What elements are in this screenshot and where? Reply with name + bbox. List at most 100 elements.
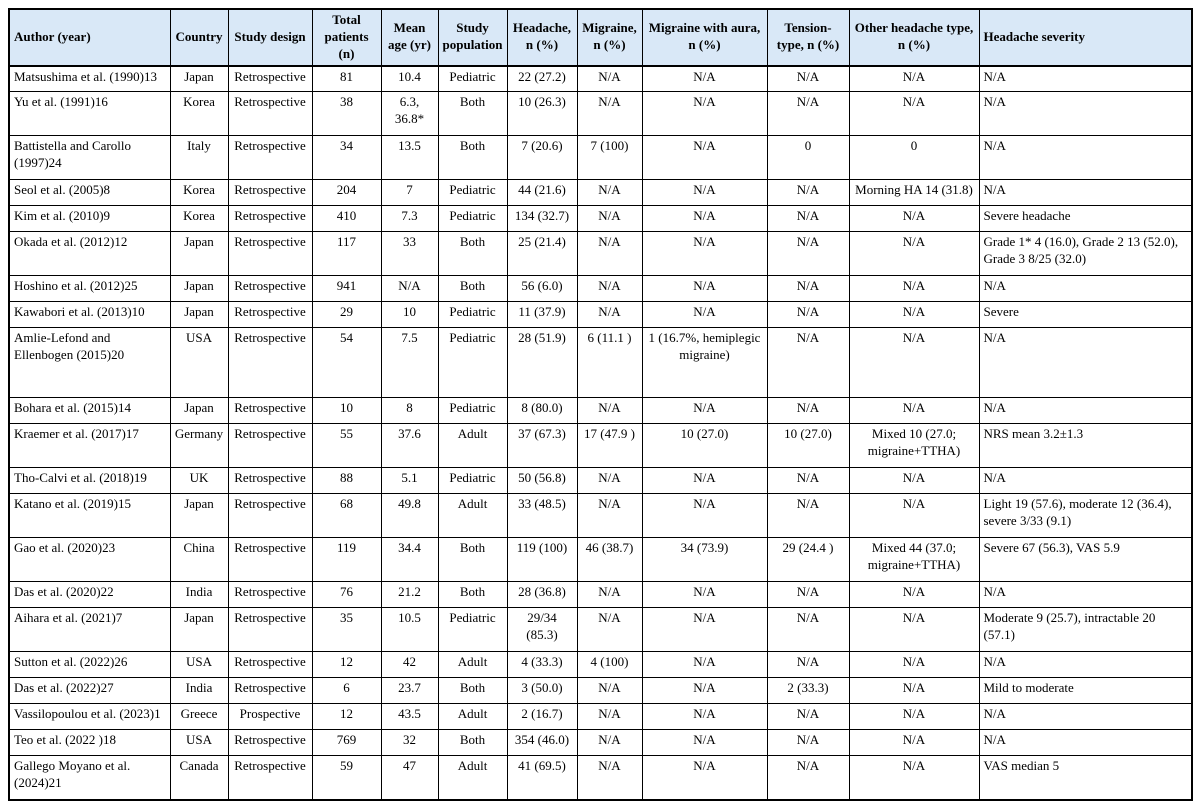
table-cell: Retrospective (227, 397, 313, 425)
table-cell: Both (437, 581, 508, 609)
table-cell: Japan (169, 397, 229, 425)
table-cell: Retrospective (227, 651, 313, 679)
table-cell: Canada (169, 755, 229, 801)
table-cell: N/A (978, 703, 1193, 731)
table-row: Hoshino et al. (2012)25 Japan Retrospectiv… (8, 275, 1193, 303)
table-cell: Matsushima et al. (1990)13 (8, 65, 171, 93)
table-cell: N/A (576, 703, 643, 731)
table-cell: N/A (766, 651, 850, 679)
table-cell: Retrospective (227, 537, 313, 583)
table-cell: N/A (848, 205, 980, 233)
table-cell: N/A (766, 327, 850, 399)
table-cell: N/A (641, 301, 768, 329)
table-cell: Korea (169, 91, 229, 137)
table-cell: N/A (576, 275, 643, 303)
table-cell: 10.4 (380, 65, 439, 93)
table-cell: Severe headache (978, 205, 1193, 233)
table-cell: Bohara et al. (2015)14 (8, 397, 171, 425)
table-row: Amlie-Lefond and Ellenbogen (2015)20 USA R… (8, 327, 1193, 399)
table-cell: Vassilopoulou et al. (2023)1 (8, 703, 171, 731)
table-cell: N/A (978, 327, 1193, 399)
table-cell: Retrospective (227, 327, 313, 399)
table-cell: 117 (311, 231, 382, 277)
table-cell: Kawabori et al. (2013)10 (8, 301, 171, 329)
table-cell: 68 (311, 493, 382, 539)
table-cell: Adult (437, 493, 508, 539)
table-row: Kraemer et al. (2017)17 Germany Retrospect… (8, 423, 1193, 469)
table-cell: Both (437, 275, 508, 303)
table-cell: N/A (576, 607, 643, 653)
table-cell: 10 (311, 397, 382, 425)
table-cell: Korea (169, 179, 229, 207)
table-cell: Adult (437, 755, 508, 801)
table-cell: 46 (38.7) (576, 537, 643, 583)
table-cell: N/A (576, 493, 643, 539)
table-cell: N/A (380, 275, 439, 303)
table-cell: Pediatric (437, 397, 508, 425)
column-header: Other headache type, n (%) (848, 8, 980, 67)
table-cell: N/A (641, 467, 768, 495)
table-cell: 10.5 (380, 607, 439, 653)
table-cell: Sutton et al. (2022)26 (8, 651, 171, 679)
table-cell: Retrospective (227, 493, 313, 539)
table-cell: 37 (67.3) (506, 423, 578, 469)
table-cell: Pediatric (437, 301, 508, 329)
table-cell: Kim et al. (2010)9 (8, 205, 171, 233)
column-header: Country (169, 8, 229, 67)
table-cell: 0 (766, 135, 850, 181)
table-row: Tho-Calvi et al. (2018)19 UK Retrospective… (8, 467, 1193, 495)
table-cell: Retrospective (227, 581, 313, 609)
table-cell: N/A (766, 301, 850, 329)
table-cell: 43.5 (380, 703, 439, 731)
table-cell: N/A (576, 205, 643, 233)
table-cell: N/A (848, 231, 980, 277)
table-cell: Severe (978, 301, 1193, 329)
table-cell: Both (437, 135, 508, 181)
table-cell: Japan (169, 231, 229, 277)
table-cell: Pediatric (437, 327, 508, 399)
table-cell: Retrospective (227, 91, 313, 137)
table-cell: 55 (311, 423, 382, 469)
table-cell: Retrospective (227, 231, 313, 277)
table-cell: 29/34 (85.3) (506, 607, 578, 653)
table-cell: N/A (766, 179, 850, 207)
table-cell: 59 (311, 755, 382, 801)
table-cell: N/A (978, 135, 1193, 181)
table-cell: N/A (978, 651, 1193, 679)
table-cell: N/A (766, 231, 850, 277)
table-cell: N/A (576, 397, 643, 425)
table-cell: Pediatric (437, 205, 508, 233)
table-cell: 6.3, 36.8* (380, 91, 439, 137)
table-cell: Retrospective (227, 423, 313, 469)
table-cell: 1 (16.7%, hemiplegic migraine) (641, 327, 768, 399)
table-cell: 7.3 (380, 205, 439, 233)
table-cell: N/A (766, 703, 850, 731)
table-cell: 21.2 (380, 581, 439, 609)
table-row: Matsushima et al. (1990)13 Japan Retrospec… (8, 65, 1193, 93)
table-cell: 7 (100) (576, 135, 643, 181)
table-cell: 88 (311, 467, 382, 495)
table-cell: N/A (641, 275, 768, 303)
table-row: Sutton et al. (2022)26 USA Retrospective 12… (8, 651, 1193, 679)
table-cell: Das et al. (2020)22 (8, 581, 171, 609)
table-cell: Amlie-Lefond and Ellenbogen (2015)20 (8, 327, 171, 399)
table-cell: Gao et al. (2020)23 (8, 537, 171, 583)
table-row: Kim et al. (2010)9 Korea Retrospective 410 7… (8, 205, 1193, 233)
table-cell: 119 (311, 537, 382, 583)
table-cell: 44 (21.6) (506, 179, 578, 207)
table-cell: India (169, 581, 229, 609)
table-cell: N/A (576, 677, 643, 705)
table-cell: 6 (11.1 ) (576, 327, 643, 399)
table-cell: 17 (47.9 ) (576, 423, 643, 469)
table-cell: China (169, 537, 229, 583)
table-cell: Japan (169, 275, 229, 303)
table-cell: 33 (380, 231, 439, 277)
table-cell: USA (169, 327, 229, 399)
table-cell: N/A (848, 755, 980, 801)
table-row: Seol et al. (2005)8 Korea Retrospective 204… (8, 179, 1193, 207)
table-cell: N/A (766, 467, 850, 495)
table-cell: N/A (576, 231, 643, 277)
table-cell: N/A (766, 729, 850, 757)
table-row: Das et al. (2020)22 India Retrospective 76 2… (8, 581, 1193, 609)
